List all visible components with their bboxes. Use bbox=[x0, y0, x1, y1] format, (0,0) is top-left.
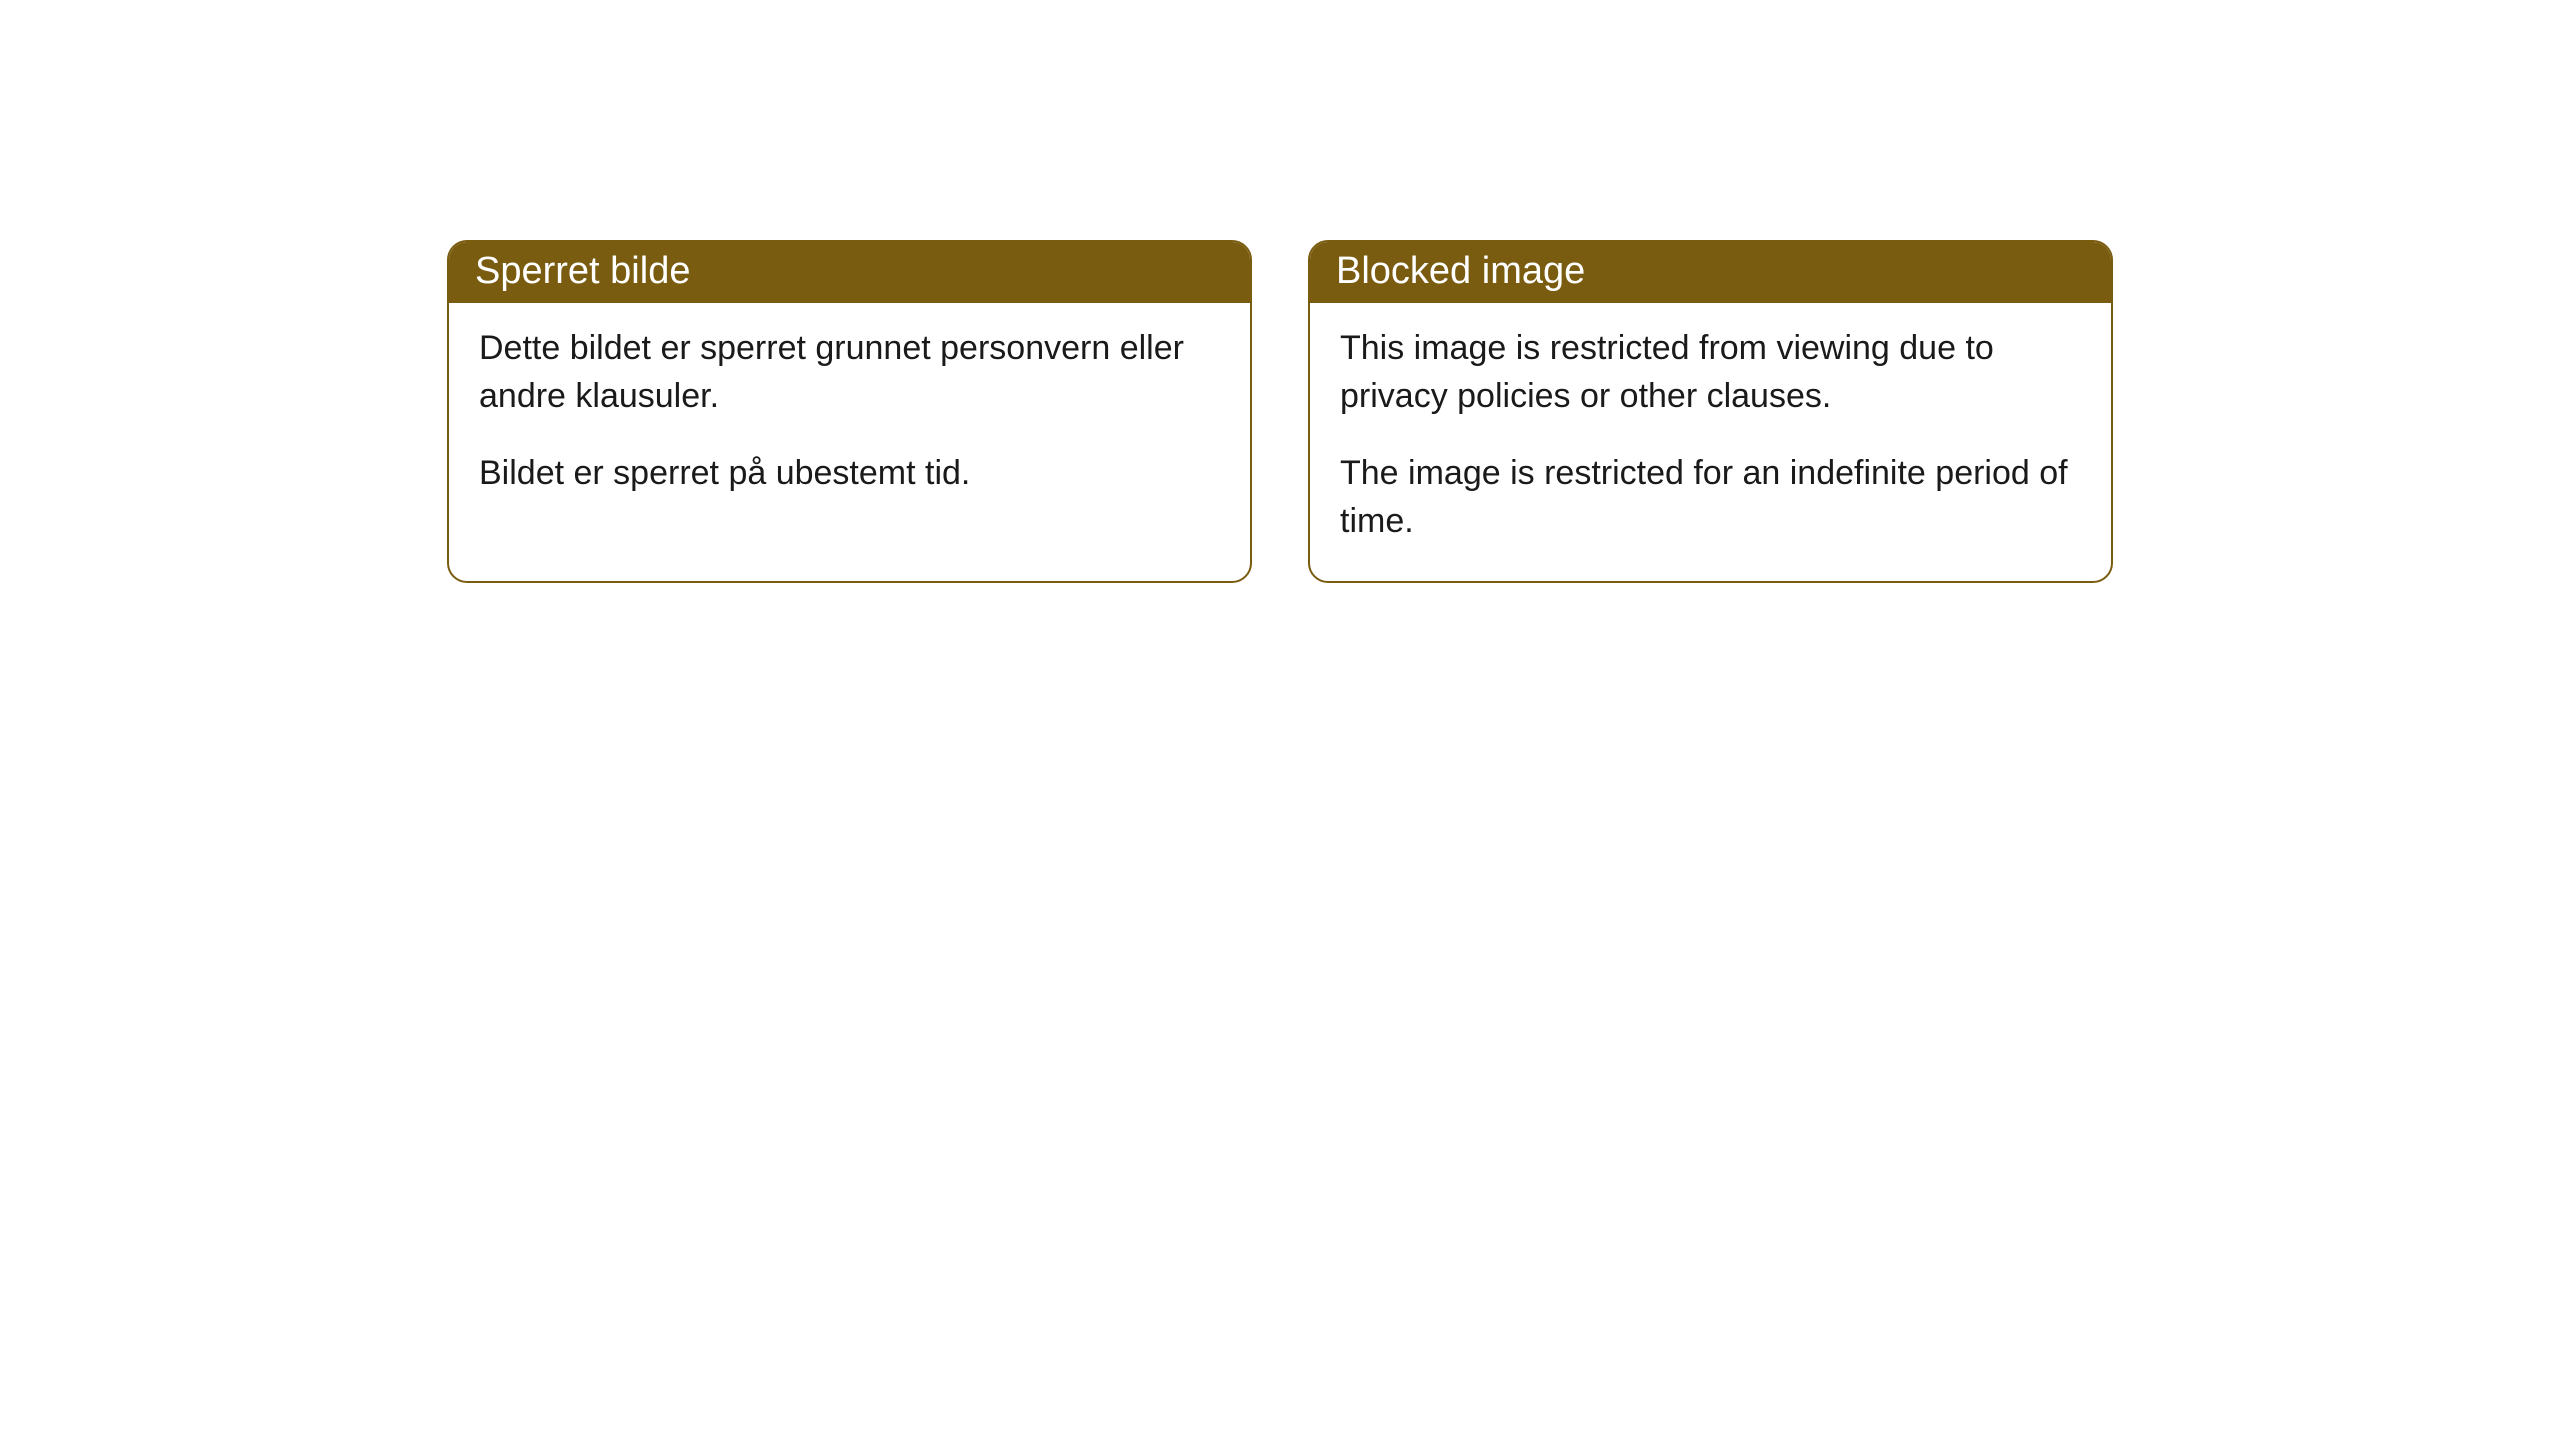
card-header-norwegian: Sperret bilde bbox=[449, 242, 1250, 303]
card-body-norwegian: Dette bildet er sperret grunnet personve… bbox=[449, 303, 1250, 534]
notice-cards-container: Sperret bilde Dette bildet er sperret gr… bbox=[0, 240, 2560, 583]
card-paragraph-1: This image is restricted from viewing du… bbox=[1340, 325, 2081, 420]
notice-card-english: Blocked image This image is restricted f… bbox=[1308, 240, 2113, 583]
card-body-english: This image is restricted from viewing du… bbox=[1310, 303, 2111, 581]
notice-card-norwegian: Sperret bilde Dette bildet er sperret gr… bbox=[447, 240, 1252, 583]
card-paragraph-2: The image is restricted for an indefinit… bbox=[1340, 450, 2081, 545]
card-header-english: Blocked image bbox=[1310, 242, 2111, 303]
card-paragraph-1: Dette bildet er sperret grunnet personve… bbox=[479, 325, 1220, 420]
card-paragraph-2: Bildet er sperret på ubestemt tid. bbox=[479, 450, 1220, 498]
